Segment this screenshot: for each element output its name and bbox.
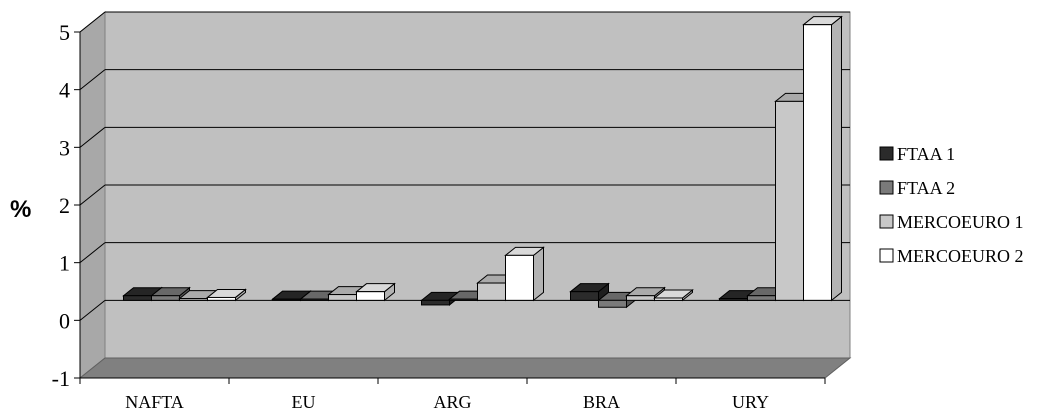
gridline-side <box>79 11 106 33</box>
y-tick-label: 5 <box>59 20 70 45</box>
y-tick-label: 3 <box>59 135 70 160</box>
legend-swatch <box>879 248 894 263</box>
legend-swatch <box>879 214 894 229</box>
y-tick-label: -1 <box>52 366 70 391</box>
y-tick-label: 0 <box>59 308 70 333</box>
x-tick-label: BRA <box>583 392 620 412</box>
bar-side <box>831 15 842 302</box>
bar-front <box>747 295 776 301</box>
bar-front <box>272 298 301 301</box>
bar-front <box>421 299 450 306</box>
x-tick-label: EU <box>292 392 316 412</box>
legend-swatch <box>879 180 894 195</box>
y-tick-label: 1 <box>59 251 70 276</box>
bar-side <box>533 246 544 302</box>
bar-front <box>626 295 655 301</box>
gridline-side <box>79 126 106 148</box>
legend-label: MERCOEURO 2 <box>897 246 1024 266</box>
bar-front <box>207 296 236 301</box>
legend-label: FTAA 1 <box>897 144 955 164</box>
x-tick-label: URY <box>732 392 769 412</box>
bar-front <box>477 282 506 301</box>
gridline-side <box>79 242 106 264</box>
bar <box>504 246 545 302</box>
legend-label: MERCOEURO 1 <box>897 212 1024 232</box>
gridline-side <box>79 69 106 91</box>
bar <box>802 15 843 302</box>
bar-front <box>151 295 180 301</box>
x-tick-label: ARG <box>433 392 471 412</box>
bar <box>653 288 694 302</box>
bar <box>355 282 396 302</box>
bar-front <box>775 100 804 301</box>
y-axis-ticks: -1 0 1 2 3 4 5 <box>52 20 80 391</box>
bar-front <box>179 298 208 301</box>
legend-label: FTAA 2 <box>897 178 955 198</box>
bar-front <box>719 298 748 301</box>
bar-front <box>449 298 478 301</box>
bar-front <box>654 297 683 301</box>
x-tick-label: NAFTA <box>125 392 184 412</box>
gridline-side <box>79 184 106 206</box>
bar-front <box>356 291 385 301</box>
bar-front <box>570 291 599 301</box>
y-tick-label: 4 <box>59 78 70 103</box>
legend: FTAA 1 FTAA 2 MERCOEURO 1 MERCOEURO 2 <box>879 144 1024 266</box>
x-axis: NAFTA EU ARG BRA URY <box>79 377 826 412</box>
bar-front <box>598 299 627 308</box>
bar-front <box>505 254 534 301</box>
y-tick-label: 2 <box>59 193 70 218</box>
gridline-side <box>79 299 106 321</box>
chart-floor <box>78 357 852 379</box>
y-axis-label: % <box>10 196 31 223</box>
bar-front <box>328 294 357 301</box>
bar-front <box>123 295 152 301</box>
bar <box>206 288 247 302</box>
legend-swatch <box>879 146 894 161</box>
bars <box>122 15 843 309</box>
bar-front <box>300 298 329 301</box>
bar-front <box>803 24 832 301</box>
